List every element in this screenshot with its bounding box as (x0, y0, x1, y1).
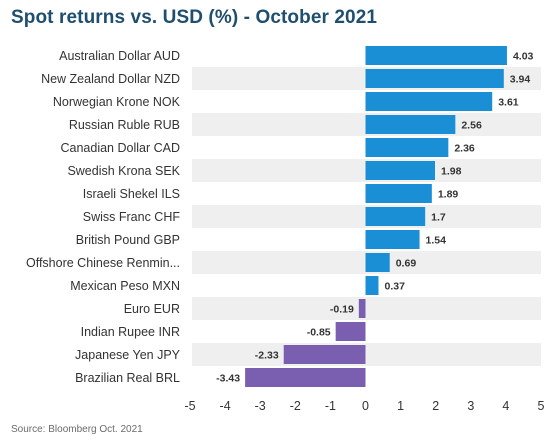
value-label: -0.19 (330, 304, 354, 316)
value-label: 0.37 (384, 281, 405, 293)
category-label: Indian Rupee INR (81, 325, 180, 339)
x-tick-label: -2 (290, 399, 301, 413)
category-label: Euro EUR (124, 302, 180, 316)
value-label: -3.43 (216, 373, 240, 385)
value-label: 1.54 (426, 235, 447, 247)
x-tick-label: -3 (255, 399, 266, 413)
row-band (192, 297, 541, 320)
value-label: -2.33 (255, 350, 279, 362)
bar (365, 230, 420, 249)
category-label: Australian Dollar AUD (59, 49, 180, 63)
chart-title: Spot returns vs. USD (%) - October 2021 (11, 7, 378, 28)
bar (283, 345, 366, 364)
value-label: 1.89 (438, 189, 459, 201)
category-label: Russian Ruble RUB (69, 118, 180, 132)
bar (365, 92, 493, 111)
bar (365, 69, 504, 88)
category-label: Mexican Peso MXN (70, 279, 180, 293)
x-tick-label: -1 (325, 399, 336, 413)
x-tick-label: 5 (538, 399, 545, 413)
x-tick-label: 1 (397, 399, 404, 413)
category-label: Offshore Chinese Renmin... (26, 256, 180, 270)
x-tick-label: 4 (502, 399, 509, 413)
category-label: Canadian Dollar CAD (60, 141, 180, 155)
x-tick-label: 3 (467, 399, 474, 413)
value-label: 2.56 (461, 120, 482, 132)
category-label: Norwegian Krone NOK (53, 95, 181, 109)
value-label: 0.69 (396, 258, 417, 270)
bar (365, 207, 426, 226)
x-tick-label: 2 (432, 399, 439, 413)
value-label: 3.94 (510, 74, 531, 86)
x-tick-label: -5 (184, 399, 195, 413)
x-tick-label: 0 (362, 399, 369, 413)
category-label: Israeli Shekel ILS (83, 187, 180, 201)
category-label: Swiss Franc CHF (83, 210, 181, 224)
bar (365, 184, 432, 203)
category-label: Japanese Yen JPY (75, 348, 181, 362)
bar (365, 46, 507, 65)
x-tick-label: -4 (220, 399, 231, 413)
value-label: 1.7 (431, 212, 446, 224)
category-label: British Pound GBP (76, 233, 180, 247)
source-note: Source: Bloomberg Oct. 2021 (11, 424, 143, 435)
category-label: Brazilian Real BRL (75, 371, 180, 385)
bar (365, 161, 435, 180)
bar (335, 322, 366, 341)
bar (365, 276, 379, 295)
bar (365, 138, 449, 157)
value-label: 3.61 (498, 97, 519, 109)
category-label: New Zealand Dollar NZD (41, 72, 180, 86)
bar (365, 253, 390, 272)
value-label: 2.36 (454, 143, 475, 155)
category-label: Swedish Krona SEK (67, 164, 180, 178)
value-label: 1.98 (441, 166, 462, 178)
row-band (192, 343, 541, 366)
value-label: 4.03 (513, 51, 534, 63)
bar (365, 115, 456, 134)
bar (245, 368, 366, 387)
bar (358, 299, 366, 318)
value-label: -0.85 (307, 327, 331, 339)
